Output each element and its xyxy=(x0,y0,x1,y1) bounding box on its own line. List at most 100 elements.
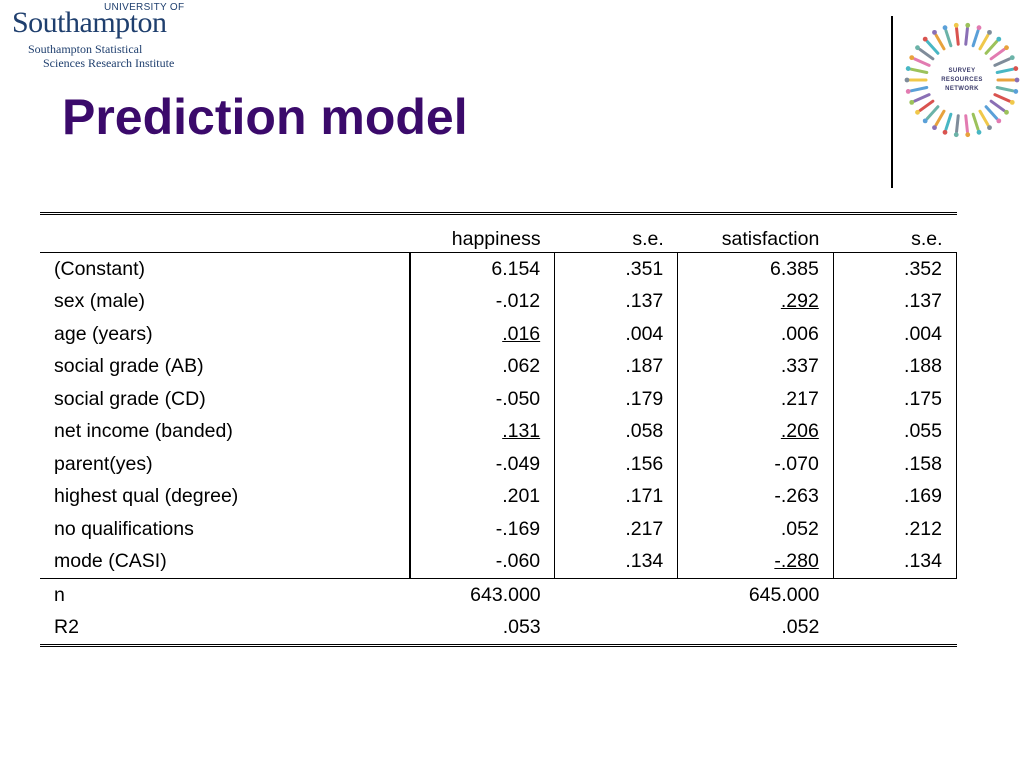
row-label: social grade (AB) xyxy=(40,351,410,384)
satisfaction-value: .292 xyxy=(677,285,834,318)
person-head xyxy=(1013,66,1019,71)
row-label: age (years) xyxy=(40,318,410,351)
satisfaction-value: -.263 xyxy=(677,480,834,513)
happiness-se: .351 xyxy=(554,252,678,286)
happiness-value-text: -.169 xyxy=(495,517,541,540)
logo-southampton: Southampton xyxy=(12,6,167,39)
person-figure xyxy=(909,85,929,93)
happiness-value-text: .062 xyxy=(502,355,541,378)
satisfaction-se-text: .137 xyxy=(904,290,942,313)
footer-empty-1 xyxy=(554,611,678,647)
person-head xyxy=(1013,89,1019,94)
person-head xyxy=(942,129,948,135)
footer-label: R2 xyxy=(40,611,410,647)
header-label xyxy=(40,214,410,253)
header-satisfaction: satisfaction xyxy=(721,228,820,250)
satisfaction-value: .206 xyxy=(677,415,834,448)
happiness-value-text: .131 xyxy=(502,420,541,443)
table-header-row: happiness s.e. satisfaction s.e. xyxy=(40,213,957,253)
happiness-se-text: .171 xyxy=(625,485,664,508)
table-row: no qualifications -.169 .217 .052 .212 xyxy=(40,513,958,546)
person-head xyxy=(1014,77,1020,83)
table-row: highest qual (degree) .201 .171 -.263 .169 xyxy=(40,480,958,514)
person-head xyxy=(987,29,992,35)
person-figure xyxy=(971,112,980,131)
table-row: social grade (AB) .062 .187 .337 .188 xyxy=(40,350,958,384)
person-head xyxy=(922,118,928,124)
happiness-se: .179 xyxy=(554,383,678,416)
person-figure xyxy=(918,47,935,61)
person-head xyxy=(909,55,915,61)
person-figure xyxy=(912,93,931,103)
person-figure xyxy=(934,33,946,51)
happiness-value: .016 xyxy=(408,318,555,351)
satisfaction-se: .175 xyxy=(832,383,958,416)
footer-happiness: .053 xyxy=(409,611,555,647)
person-figure xyxy=(971,29,980,48)
satisfaction-se-text: .175 xyxy=(904,387,942,410)
footer-empty-2 xyxy=(833,579,956,612)
person-head xyxy=(1009,55,1015,61)
satisfaction-value-text: .052 xyxy=(780,517,819,540)
footer-empty-2 xyxy=(833,611,957,647)
person-head xyxy=(909,99,915,105)
footer-row: n 643.000 645.000 xyxy=(40,579,957,612)
header-se-2: s.e. xyxy=(911,228,943,250)
person-head xyxy=(996,118,1002,124)
person-head xyxy=(915,109,920,115)
person-head xyxy=(922,36,928,42)
satisfaction-se: .055 xyxy=(832,415,958,448)
person-head xyxy=(932,29,937,35)
srn-text-3: NETWORK xyxy=(945,86,979,92)
header-divider xyxy=(891,16,893,188)
satisfaction-value: 6.385 xyxy=(677,252,834,286)
person-head xyxy=(904,77,910,83)
person-head xyxy=(1009,99,1015,105)
person-figure xyxy=(995,85,1015,93)
happiness-se-text: .187 xyxy=(625,355,664,378)
happiness-se: .137 xyxy=(554,285,678,318)
person-figure xyxy=(984,105,999,121)
row-label-text: sex (male) xyxy=(54,290,146,313)
table-row: net income (banded) .131 .058 .206 .055 xyxy=(40,415,958,448)
happiness-value: .062 xyxy=(408,350,555,383)
footer-happiness: 643.000 xyxy=(470,583,541,606)
person-head xyxy=(976,129,982,135)
satisfaction-se-text: .004 xyxy=(904,322,942,345)
satisfaction-se-text: .158 xyxy=(904,452,942,475)
satisfaction-se-text: .055 xyxy=(904,420,942,443)
row-label: highest qual (degree) xyxy=(40,481,410,514)
regression-table: happiness s.e. satisfaction s.e. (Consta… xyxy=(40,212,958,647)
row-label-text: social grade (AB) xyxy=(54,355,204,378)
happiness-se: .058 xyxy=(554,415,678,448)
footer-label: n xyxy=(54,583,65,606)
table-row: mode (CASI) -.060 .134 -.280 .134 xyxy=(40,545,958,579)
table-row: (Constant) 6.154 .351 6.385 .352 xyxy=(40,252,958,286)
satisfaction-value-text: -.070 xyxy=(774,452,819,475)
satisfaction-value: -.070 xyxy=(677,448,834,481)
row-label: social grade (CD) xyxy=(40,383,410,416)
happiness-se: .187 xyxy=(554,350,678,383)
person-figure xyxy=(944,29,953,48)
logo-institute-line1: Southampton Statistical xyxy=(28,42,143,56)
happiness-se-text: .137 xyxy=(625,290,664,313)
satisfaction-value: -.280 xyxy=(677,545,834,579)
person-head xyxy=(905,89,911,94)
person-figure xyxy=(978,33,990,51)
person-figure xyxy=(944,112,953,131)
person-figure xyxy=(964,114,969,134)
row-label: mode (CASI) xyxy=(40,545,410,579)
table-row: age (years) .016 .004 .006 .004 xyxy=(40,318,958,351)
happiness-value-text: -.049 xyxy=(495,452,541,475)
table-row: parent(yes) -.049 .156 -.070 .158 xyxy=(40,448,958,481)
satisfaction-value-text: -.263 xyxy=(774,485,819,508)
happiness-se: .004 xyxy=(554,318,678,351)
happiness-se-text: .058 xyxy=(625,420,664,443)
person-head xyxy=(915,45,920,51)
satisfaction-value: .337 xyxy=(677,350,834,383)
satisfaction-se-text: .352 xyxy=(904,257,942,280)
row-label-text: age (years) xyxy=(54,322,153,345)
srn-text-1: SURVEY xyxy=(948,68,976,74)
happiness-value: -.050 xyxy=(408,383,555,416)
happiness-value: -.169 xyxy=(408,513,555,546)
